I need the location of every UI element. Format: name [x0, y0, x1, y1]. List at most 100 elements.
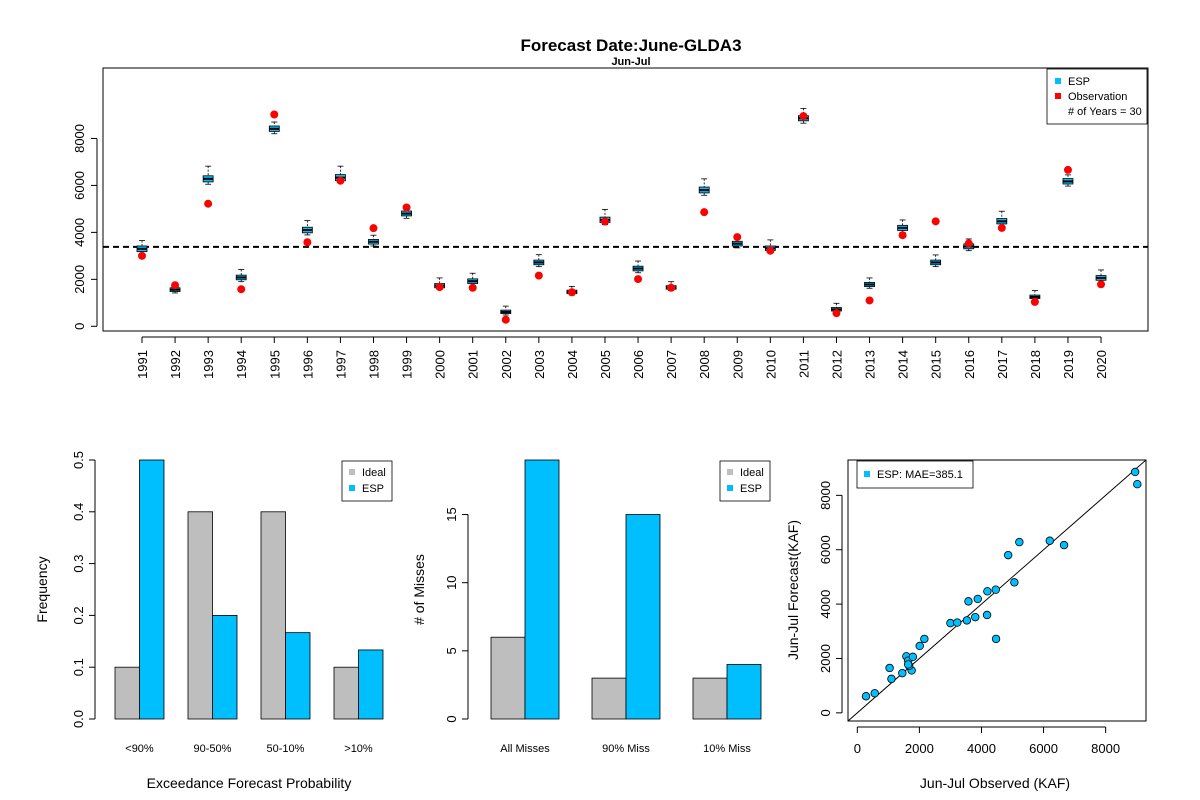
scatter-point	[1015, 537, 1024, 547]
x-tick-label: 1998	[366, 350, 381, 379]
bar-ideal	[260, 511, 286, 720]
x-tick-label: 1995	[267, 350, 282, 379]
observation-point	[832, 309, 841, 318]
scatter-point	[983, 587, 992, 596]
scatter-point	[915, 641, 924, 651]
bar-esp	[358, 649, 384, 720]
x-tick-label: 2000	[433, 350, 448, 379]
bar-legend: Ideal ESP	[719, 460, 771, 502]
x-tick-label: 2014	[896, 350, 911, 379]
observation-point	[303, 238, 312, 247]
legend-label-observation: Observation	[1068, 91, 1127, 103]
bar-ideal	[490, 636, 526, 720]
category-label: 50-10%	[267, 743, 305, 755]
legend-swatch-esp	[1055, 78, 1061, 84]
legend-swatch-esp	[727, 485, 733, 491]
legend-swatch-ideal	[349, 469, 355, 475]
y-tick-label: 0.4	[71, 503, 86, 521]
y-tick-label: 8000	[818, 481, 833, 510]
scatter-point	[962, 616, 972, 625]
observation-point	[799, 112, 808, 121]
x-tick-label: 8000	[1091, 741, 1120, 756]
legend-frame	[719, 460, 771, 502]
observation-point	[766, 246, 775, 255]
chart-title: Forecast Date:June-GLDA3	[520, 36, 741, 55]
scatter-point	[904, 660, 913, 669]
x-tick-label: 6000	[1029, 741, 1058, 756]
scatter-point	[982, 610, 992, 620]
y-tick-label: 10	[444, 575, 459, 589]
observation-point	[634, 275, 643, 284]
observation-point	[468, 283, 477, 292]
y-tick-label: 4000	[72, 218, 87, 247]
y-axis-label: # of Misses	[411, 554, 427, 625]
x-tick-label: 4000	[967, 741, 996, 756]
x-tick-label: 2018	[1028, 350, 1043, 379]
x-tick-label: 2012	[829, 350, 844, 379]
y-tick-label: 0.2	[71, 606, 86, 624]
scatter-point	[991, 634, 1001, 644]
scatter-point	[1130, 467, 1140, 477]
bar-ideal	[187, 511, 213, 720]
scatter-point	[885, 663, 894, 673]
y-axis-label: Frequency	[34, 556, 50, 622]
scatter-point	[991, 585, 1000, 594]
category-label: 90% Miss	[602, 743, 650, 755]
legend-note: # of Years = 30	[1068, 106, 1142, 118]
legend-swatch-esp	[349, 485, 355, 491]
scatter-point	[1010, 578, 1019, 587]
x-tick-label: 2007	[664, 350, 679, 379]
x-tick-label: 2020	[1094, 350, 1109, 379]
x-tick-label: 2011	[796, 350, 811, 378]
observation-point	[931, 217, 940, 226]
x-tick-label: 2013	[863, 350, 878, 379]
observation-point	[138, 251, 146, 260]
observation-point	[898, 231, 907, 240]
category-label: All Misses	[500, 743, 550, 755]
x-tick-label: 1996	[300, 350, 315, 379]
y-tick-label: 6000	[818, 535, 833, 564]
x-tick-label: 1994	[234, 350, 249, 379]
scatter-point	[1003, 550, 1013, 560]
observation-point	[964, 239, 973, 248]
boxplot-legend: ESP Observation # of Years = 30	[1046, 68, 1148, 125]
scatter-point	[870, 689, 879, 698]
category-label: <90%	[125, 743, 154, 755]
y-tick-label: 4000	[818, 590, 833, 619]
x-tick-label: 2003	[532, 350, 547, 379]
category-label: 10% Miss	[703, 743, 751, 755]
plot-frame	[847, 459, 1147, 722]
observation-point	[171, 281, 180, 290]
y-tick-label: 0	[444, 715, 459, 722]
scatter-point	[887, 674, 896, 684]
legend-frame	[1046, 68, 1148, 125]
observation-point	[270, 110, 279, 119]
y-tick-label: 0	[72, 323, 87, 330]
x-tick-label: 1999	[400, 350, 415, 379]
bar-esp	[212, 615, 238, 720]
y-tick-label: 2000	[72, 265, 87, 294]
bar-esp	[524, 459, 560, 720]
observation-point	[534, 271, 543, 280]
observation-point	[567, 288, 576, 297]
x-tick-label: 2002	[499, 350, 514, 379]
bar-esp	[726, 664, 762, 720]
bar-ideal	[114, 666, 140, 720]
observation-point	[501, 315, 510, 324]
legend-label-esp: ESP	[740, 483, 762, 495]
y-tick-label: 6000	[72, 171, 87, 200]
scatter-point	[971, 612, 980, 622]
y-tick-label: 0.3	[71, 555, 86, 573]
observation-point	[997, 223, 1006, 232]
legend-label-esp: ESP	[362, 483, 384, 495]
y-tick-label: 5	[444, 647, 459, 654]
observation-point	[204, 199, 213, 208]
x-tick-label: 2016	[962, 350, 977, 379]
observation-point	[435, 283, 444, 292]
legend-swatch-observation	[1055, 93, 1061, 99]
x-tick-label: 2006	[631, 350, 646, 379]
x-tick-label: 2001	[466, 350, 481, 379]
y-axis-label: Jun-Jul Forecast(KAF)	[785, 520, 801, 660]
x-tick-label: 2010	[763, 350, 778, 379]
